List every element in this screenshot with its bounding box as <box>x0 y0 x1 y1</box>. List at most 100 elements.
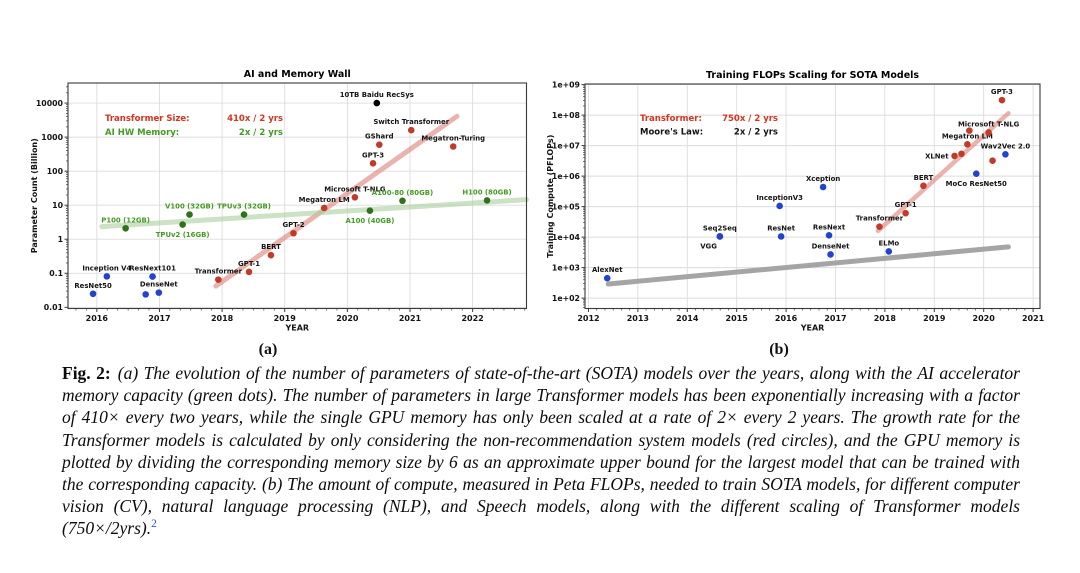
data-point <box>876 223 883 230</box>
point-label: DenseNet <box>812 242 851 250</box>
data-point <box>290 229 297 237</box>
data-point <box>267 251 275 259</box>
data-point <box>920 182 927 190</box>
x-tick-label: 2018 <box>874 314 897 323</box>
point-label: GPT-2 <box>282 221 304 229</box>
data-point <box>89 290 97 298</box>
legend-value: 2x / 2 yrs <box>734 128 778 138</box>
data-point <box>958 150 965 158</box>
y-tick-label: 1 <box>58 235 63 244</box>
y-tick-label: 1e+07 <box>552 141 580 150</box>
y-tick-label: 10000 <box>36 99 64 108</box>
data-point <box>122 224 129 232</box>
point-label: BERT <box>914 174 934 182</box>
point-label: Wav2Vec 2.0 <box>981 142 1031 150</box>
point-label: H100 (80GB) <box>462 188 511 196</box>
data-point <box>215 276 222 283</box>
data-point <box>483 197 491 204</box>
y-tick-label: 1e+06 <box>552 172 580 181</box>
data-point <box>142 291 149 298</box>
point-label: Microsoft T-NLG <box>324 185 386 193</box>
data-point <box>376 141 383 148</box>
panel-label-b: (b) <box>769 341 789 358</box>
y-tick-label: 1e+09 <box>552 80 580 89</box>
point-label: Transformer <box>195 268 243 276</box>
y-tick-label: 1e+05 <box>552 202 580 211</box>
data-point <box>776 202 783 210</box>
data-point <box>819 183 827 191</box>
y-axis-label: Training Compute (PFLOPs) <box>546 135 555 258</box>
y-tick-label: 10 <box>52 201 63 210</box>
figure-caption: Fig. 2: (a) The evolution of the number o… <box>62 362 1020 540</box>
data-point <box>716 233 724 240</box>
y-tick-label: 1000 <box>41 133 63 142</box>
data-point <box>240 211 248 218</box>
legend-value: 750x / 2 yrs <box>722 114 778 124</box>
x-tick-label: 2021 <box>1022 314 1045 323</box>
point-label: A100-80 (80GB) <box>372 189 433 197</box>
data-point <box>103 273 111 280</box>
data-point <box>149 273 156 280</box>
point-label: DenseNet <box>140 281 179 289</box>
point-label: Switch Transformer <box>373 118 449 126</box>
data-point <box>320 204 328 212</box>
x-tick-label: 2016 <box>775 314 798 323</box>
x-tick-label: 2016 <box>86 314 109 323</box>
point-label: Transformer <box>856 215 904 223</box>
y-tick-label: 1e+03 <box>552 263 580 272</box>
point-label: A100 (40GB) <box>345 217 394 225</box>
legend-value: 2x / 2 yrs <box>239 128 283 138</box>
legend-value: 410x / 2 yrs <box>227 114 283 124</box>
data-point <box>186 211 193 218</box>
point-label: ResNet50 <box>74 282 112 290</box>
x-axis-label: YEAR <box>800 324 825 333</box>
trend-line <box>213 113 460 289</box>
y-tick-label: 0.01 <box>44 303 63 312</box>
data-point <box>245 268 253 276</box>
point-label: BERT <box>261 243 281 251</box>
x-tick-label: 2018 <box>211 314 234 323</box>
data-point <box>777 233 785 240</box>
data-point <box>966 127 973 134</box>
data-point <box>989 157 996 165</box>
y-tick-label: 0.1 <box>49 269 63 278</box>
x-tick-label: 2020 <box>973 314 996 323</box>
chart-b: 2012 2013 2014 2015 2016 2017 2018 2019 2020 2021… <box>546 70 1045 333</box>
point-label: InceptionV3 <box>756 194 803 202</box>
x-tick-label: 2017 <box>148 314 170 323</box>
caption-body: (a) The evolution of the number of param… <box>62 363 1020 539</box>
plot-frame <box>67 82 528 310</box>
data-point <box>951 152 958 160</box>
x-tick-label: 2012 <box>577 314 599 323</box>
data-point <box>366 207 374 214</box>
chart-a: 2016 2017 2018 2019 2020 2021 2022100001000100… <box>30 69 529 333</box>
x-tick-label: 2020 <box>336 314 359 323</box>
chart-title: Training FLOPs Scaling for SOTA Models <box>706 70 919 81</box>
point-label: MoCo ResNet50 <box>946 180 1007 188</box>
legend-label: Moore's Law: <box>640 128 703 138</box>
x-tick-label: 2019 <box>274 314 297 323</box>
caption-prefix: Fig. 2: <box>62 363 111 383</box>
point-label: GPT-3 <box>362 151 384 159</box>
data-point <box>827 251 834 258</box>
x-tick-label: 2013 <box>627 314 649 323</box>
data-point <box>449 143 457 150</box>
point-label: Seq2Seq <box>703 224 737 232</box>
point-label: TPUv2 (16GB) <box>156 231 210 239</box>
point-label: ResNext <box>813 223 846 231</box>
data-point <box>369 160 377 167</box>
x-tick-label: 2021 <box>399 314 422 323</box>
point-label: AlexNet <box>592 266 623 274</box>
data-point <box>885 248 893 255</box>
y-axis-label: Parameter Count (Billion) <box>30 138 39 253</box>
caption-footnote-link[interactable]: 2 <box>151 518 157 531</box>
data-point <box>155 289 163 296</box>
point-label: 10TB Baidu RecSys <box>340 91 414 99</box>
x-tick-label: 2019 <box>923 314 946 323</box>
y-tick-label: 1e+08 <box>552 111 580 120</box>
data-point <box>603 274 611 282</box>
point-label: GPT-1 <box>238 260 260 268</box>
legend-label: AI HW Memory: <box>105 128 179 138</box>
data-point <box>972 170 980 178</box>
y-tick-label: 100 <box>47 167 64 176</box>
